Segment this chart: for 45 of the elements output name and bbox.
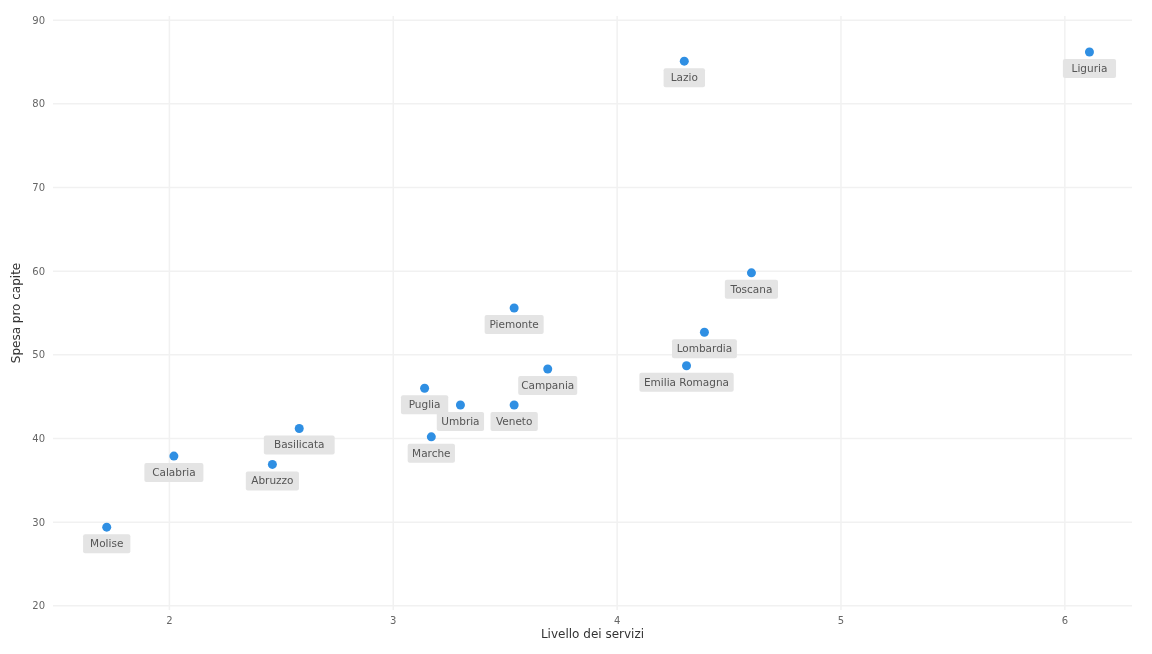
annotation: Marche [412, 446, 451, 459]
point [420, 383, 430, 393]
x-axis-title: Livello dei servizi [540, 627, 645, 641]
point [509, 400, 519, 410]
x-tick-label: 4 [613, 615, 621, 626]
annotation: Lazio [670, 71, 698, 84]
point [699, 327, 709, 337]
point [169, 451, 179, 461]
point [426, 432, 436, 442]
point [746, 268, 756, 278]
annotation: Molise [90, 537, 124, 550]
x-tick-label: 3 [390, 615, 397, 626]
x-tick-label: 2 [166, 615, 173, 626]
point [543, 364, 553, 374]
point [509, 303, 519, 313]
annotation: Basilicata [273, 438, 325, 451]
annotation: Abruzzo [251, 474, 294, 487]
y-axis-title: Spesa pro capite [9, 262, 23, 364]
annotation: Umbria [441, 415, 480, 428]
point [102, 522, 112, 532]
annotation: Piemonte [489, 317, 539, 330]
annotation: Campania [521, 379, 575, 392]
point [679, 56, 689, 66]
y-tick-label: 70 [32, 182, 45, 194]
y-tick-label: 60 [32, 265, 45, 277]
x-tick-label: 6 [1061, 615, 1069, 626]
annotation: Toscana [729, 282, 773, 295]
x-tick-label: 5 [837, 615, 845, 626]
y-tick-label: 30 [32, 516, 45, 528]
annotation: Emilia Romagna [643, 375, 730, 388]
y-tick-label: 40 [32, 432, 45, 444]
point [267, 459, 277, 469]
y-tick-label: 20 [32, 600, 45, 612]
annotation: Calabria [152, 466, 196, 479]
point [1084, 47, 1094, 57]
point [682, 361, 692, 371]
y-tick-label: 50 [32, 349, 45, 361]
annotation: Veneto [495, 415, 533, 428]
annotation: Puglia [408, 398, 441, 411]
y-tick-label: 80 [32, 98, 45, 110]
y-tick-label: 90 [32, 14, 45, 26]
annotation: Lombardia [676, 342, 733, 355]
point [294, 423, 304, 433]
point [455, 400, 465, 410]
annotation: Liguria [1071, 61, 1108, 74]
